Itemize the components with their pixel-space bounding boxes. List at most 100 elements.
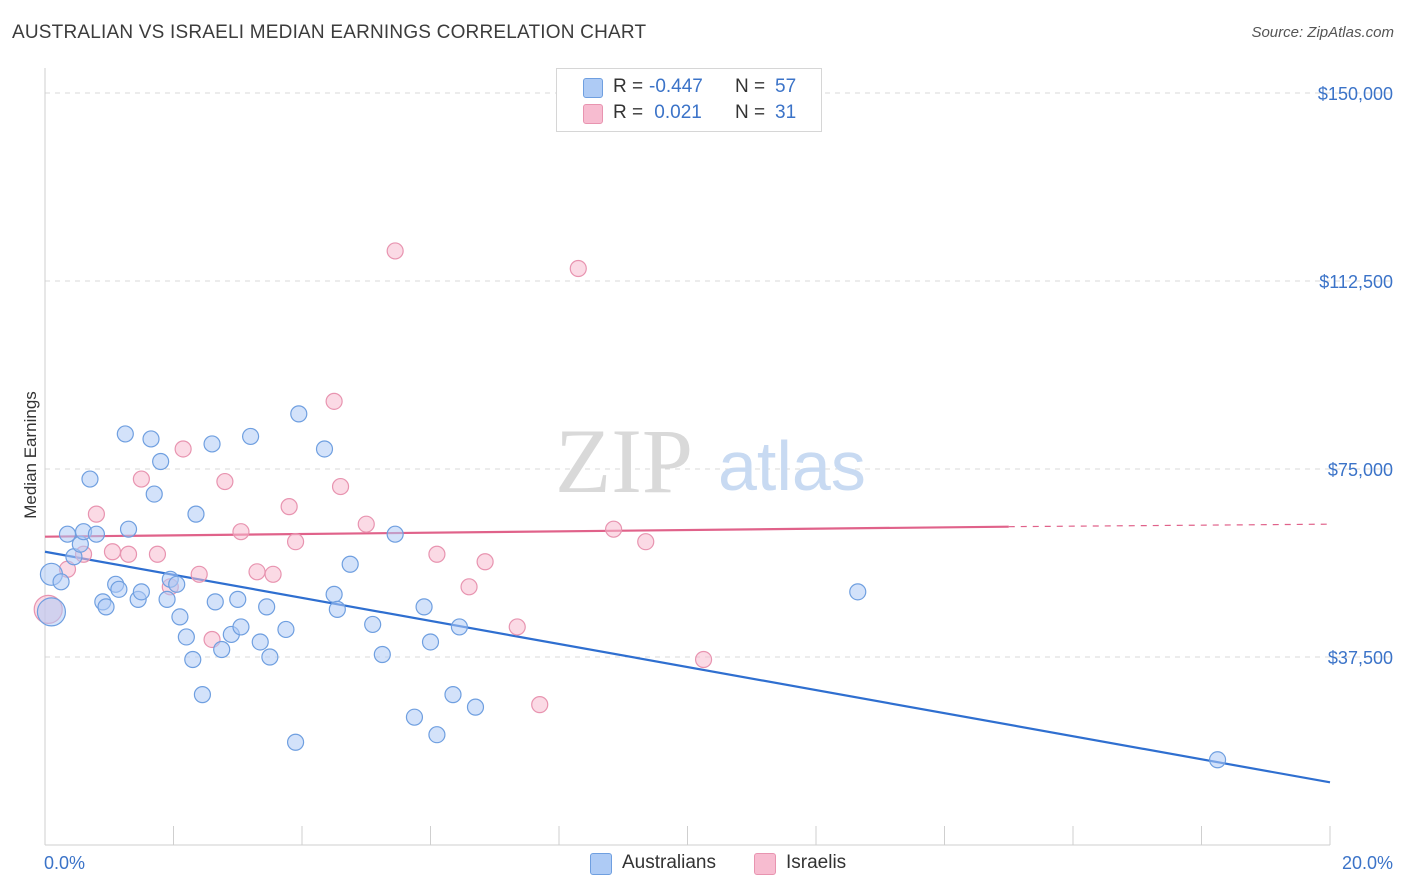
y-tick-label: $37,500 (1328, 648, 1393, 668)
australian-point (193, 686, 212, 704)
legend-r-value: -0.447 (649, 76, 703, 97)
australian-point (405, 708, 424, 726)
series-legend: Australians Israelis (0, 852, 1406, 878)
australian-point (450, 618, 469, 636)
australian-point (277, 620, 295, 639)
israeli-point (280, 498, 298, 516)
australian-point (258, 598, 276, 616)
israeli-point (605, 520, 623, 538)
australian-point (373, 645, 391, 664)
australian-point (328, 600, 346, 618)
australian-point (132, 583, 150, 601)
australian-point (110, 580, 128, 598)
australian-point (81, 470, 99, 488)
legend-n-label: N = (735, 102, 766, 123)
y-tick-label: $150,000 (1318, 84, 1393, 104)
israeli-point (132, 470, 150, 488)
y-axis-label: Median Earnings (21, 391, 40, 519)
y-tick-labels: $37,500 $75,000 $112,500 $150,000 (1318, 84, 1393, 668)
legend-n-label: N = (735, 76, 766, 97)
israeli-point (460, 578, 478, 596)
australian-point (286, 733, 305, 751)
australian-point (213, 640, 231, 659)
australian-point (177, 628, 195, 646)
gridlines (45, 92, 1393, 658)
australian-point (428, 726, 446, 744)
australian-point (145, 485, 163, 503)
australian-point (315, 440, 334, 458)
legend-n-value: 31 (775, 102, 797, 123)
israeli-point (264, 565, 282, 583)
australian-point (1208, 751, 1227, 769)
australian-point (325, 585, 343, 603)
australian-point (171, 608, 189, 626)
australian-point (152, 452, 170, 471)
israeli-point (476, 553, 494, 571)
chart-title: AUSTRALIAN VS ISRAELI MEDIAN EARNINGS CO… (12, 22, 647, 43)
trend-line-australians (44, 550, 1331, 784)
australian-point (466, 698, 485, 716)
australian-point (444, 686, 462, 704)
australian-point (97, 598, 115, 616)
trend-lines (44, 523, 1331, 784)
legend-swatch-pink (583, 104, 603, 124)
axes (44, 68, 1331, 846)
israeli-point (248, 563, 266, 581)
australian-point (232, 618, 250, 636)
israeli-point (357, 515, 375, 533)
israeli-point (569, 259, 587, 278)
australian-point (116, 425, 134, 443)
australian-point (364, 615, 382, 634)
australian-point (142, 430, 160, 448)
australian-point (52, 573, 70, 591)
legend-n-value: 57 (775, 76, 797, 97)
australian-point (386, 525, 404, 543)
australian-point (415, 598, 433, 616)
israeli-point (174, 440, 192, 458)
australians-label: Australians (622, 852, 716, 873)
x-tick-max: 20.0% (1342, 853, 1393, 873)
australian-point (184, 650, 202, 669)
australian-point (168, 575, 186, 593)
australian-point (341, 555, 359, 573)
israeli-point (148, 545, 167, 563)
australian-point (251, 633, 269, 651)
australian-point (203, 435, 221, 453)
trend-line-israelis (44, 525, 1009, 538)
source-label: Source: ZipAtlas.com (1251, 24, 1394, 41)
correlation-legend: R = -0.447 N = 57 R = 0.021 N = 31 (556, 68, 822, 132)
australian-point (242, 427, 260, 446)
australian-point (229, 590, 247, 608)
australian-point (119, 520, 138, 538)
zipatlas-watermark: ZIP atlas (555, 410, 866, 512)
y-tick-label: $112,500 (1319, 272, 1393, 292)
legend-r-label: R = (613, 102, 644, 123)
australian-point (849, 583, 867, 601)
data-points (33, 242, 1227, 769)
australian-point (421, 633, 440, 651)
australian-point (206, 593, 224, 611)
israeli-point (119, 545, 138, 563)
israeli-point (216, 472, 234, 491)
israelis-swatch (754, 853, 776, 875)
israeli-point (694, 650, 713, 669)
australian-point (261, 648, 279, 666)
israeli-point (508, 618, 526, 636)
israeli-point (331, 477, 350, 496)
israeli-point (325, 392, 343, 410)
y-tick-label: $75,000 (1328, 460, 1393, 480)
israeli-point (190, 565, 208, 583)
israeli-point (637, 533, 655, 551)
israeli-point (531, 696, 549, 714)
australian-point (158, 590, 176, 608)
watermark-atlas: atlas (718, 427, 866, 505)
trend-line-israelis-extension (1008, 523, 1331, 528)
legend-r-label: R = (613, 76, 644, 97)
australian-point (187, 505, 205, 523)
israeli-point (103, 543, 122, 561)
israeli-point (386, 242, 404, 260)
australians-swatch (590, 853, 612, 875)
legend-r-value: 0.021 (649, 102, 702, 123)
israeli-point (286, 533, 305, 551)
